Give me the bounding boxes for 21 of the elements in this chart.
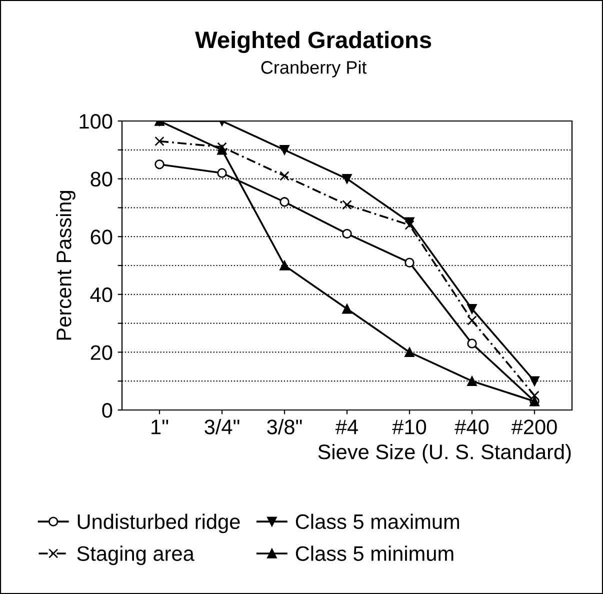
chart-subtitle: Cranberry Pit [261, 60, 367, 78]
y-tick-label: 100 [80, 114, 112, 129]
y-tick-label: 60 [90, 230, 112, 244]
legend-label: Class 5 maximum [296, 514, 460, 530]
x-tick-label: #4 [336, 420, 358, 434]
legend-label: Undisturbed ridge [78, 514, 240, 534]
x-tick-label: #10 [392, 420, 426, 434]
y-axis-title: Percent Passing [56, 190, 76, 340]
y-tick-label: 80 [90, 172, 112, 187]
y-tick-label: 0 [102, 403, 112, 418]
legend-label: Staging area [77, 546, 194, 566]
legend-label: Class 5 minimum [296, 546, 454, 561]
x-tick-label: #40 [454, 420, 489, 434]
x-axis-title: Sieve Size (U. S. Standard) [318, 444, 571, 464]
chart-title: Weighted Gradations [195, 30, 432, 54]
x-tick-label: 1" [152, 420, 168, 434]
y-tick-label: 40 [90, 287, 112, 302]
x-tick-label: 3/8" [267, 419, 302, 434]
x-tick-label: 3/4" [204, 419, 240, 434]
x-tick-label: #200 [511, 420, 557, 434]
y-tick-label: 20 [90, 345, 112, 360]
